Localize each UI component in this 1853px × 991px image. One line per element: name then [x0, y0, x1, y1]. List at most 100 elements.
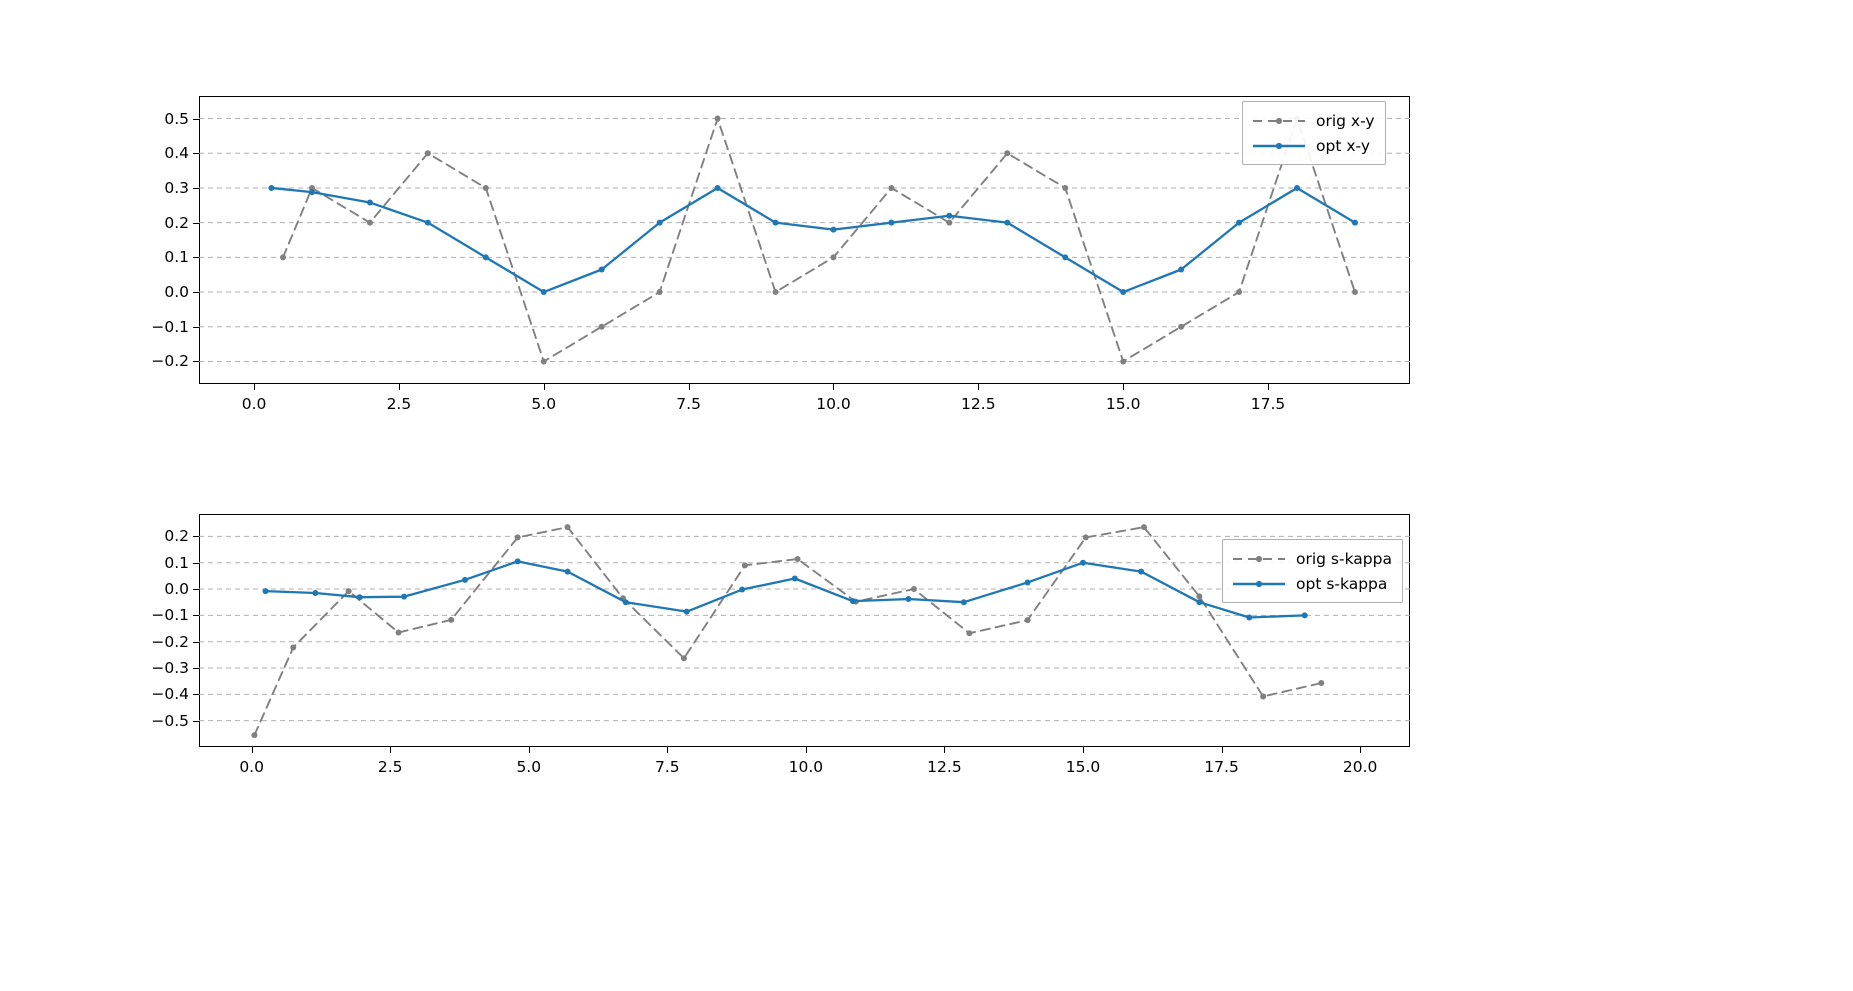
- data-point-marker: [1140, 524, 1147, 531]
- data-point-marker: [946, 212, 953, 219]
- data-point-marker: [1120, 289, 1127, 296]
- legend-swatch-dashed-icon: [1231, 550, 1287, 568]
- data-point-marker: [1351, 289, 1358, 296]
- x-tick-label: 7.5: [676, 395, 701, 413]
- data-point-marker: [849, 598, 856, 605]
- y-tick-mark: [193, 153, 199, 155]
- data-point-marker: [356, 594, 363, 601]
- y-tick-mark: [193, 668, 199, 670]
- data-point-marker: [482, 184, 489, 191]
- data-point-marker: [1196, 599, 1203, 606]
- data-point-marker: [1351, 219, 1358, 226]
- legend-swatch-solid-icon: [1231, 575, 1287, 593]
- data-point-marker: [772, 219, 779, 226]
- series-line: [264, 560, 1306, 619]
- data-point-marker: [905, 596, 912, 603]
- bottom-chart-panel: [199, 514, 1410, 747]
- top-chart-svg: [199, 115, 1410, 365]
- data-point-marker: [888, 219, 895, 226]
- data-point-marker: [598, 323, 605, 330]
- x-tick-mark: [1360, 747, 1362, 753]
- x-tick-label: 0.0: [241, 395, 267, 413]
- data-point-marker: [401, 593, 408, 600]
- x-tick-mark: [390, 747, 392, 753]
- y-tick-label: 0.2: [164, 527, 189, 546]
- y-tick-mark: [193, 292, 199, 294]
- data-point-marker: [424, 150, 431, 157]
- data-point-marker: [946, 219, 953, 226]
- x-tick-label: 5.0: [531, 395, 557, 413]
- data-point-marker: [1196, 593, 1203, 600]
- data-point-marker: [960, 599, 967, 606]
- data-point-marker: [1178, 266, 1185, 273]
- legend-item[interactable]: opt x-y: [1251, 133, 1375, 158]
- x-tick-label: 10.0: [816, 395, 851, 413]
- x-tick-label: 20.0: [1342, 758, 1378, 776]
- data-point-marker: [540, 289, 547, 296]
- data-point-marker: [1138, 568, 1145, 575]
- y-tick-label: 0.0: [164, 580, 189, 599]
- x-tick-label: 12.5: [961, 395, 996, 413]
- y-tick-mark: [193, 615, 199, 617]
- legend-item[interactable]: orig x-y: [1251, 108, 1375, 133]
- x-tick-mark: [528, 747, 530, 753]
- data-point-marker: [680, 655, 687, 662]
- data-point-marker: [1082, 534, 1089, 541]
- x-tick-label: 2.5: [386, 395, 412, 413]
- data-point-marker: [424, 219, 431, 226]
- data-point-marker: [1294, 184, 1301, 191]
- data-point-marker: [1260, 693, 1267, 700]
- top-plot-area: [199, 96, 1410, 384]
- y-tick-label: 0.3: [164, 178, 189, 197]
- data-point-marker: [564, 524, 571, 531]
- data-point-marker: [1080, 559, 1087, 566]
- legend-swatch-solid-icon: [1251, 137, 1307, 155]
- series-line: [253, 526, 1323, 737]
- data-point-marker: [514, 534, 521, 541]
- legend-item[interactable]: orig s-kappa: [1231, 546, 1392, 571]
- x-tick-label: 17.5: [1250, 395, 1286, 413]
- data-point-marker: [656, 289, 663, 296]
- y-tick-label: 0.1: [164, 248, 189, 267]
- y-tick-label: −0.2: [151, 632, 189, 651]
- data-point-marker: [1178, 323, 1185, 330]
- y-tick-mark: [193, 187, 199, 189]
- data-point-marker: [739, 586, 746, 593]
- y-tick-mark: [193, 589, 199, 591]
- data-point-marker: [714, 115, 721, 122]
- x-tick-label: 7.5: [654, 758, 680, 776]
- x-tick-mark: [1221, 747, 1223, 753]
- y-tick-label: −0.1: [151, 606, 189, 625]
- data-point-marker: [462, 576, 469, 583]
- y-tick-label: 0.1: [164, 553, 189, 572]
- data-point-marker: [564, 568, 571, 575]
- y-tick-label: 0.2: [164, 213, 189, 232]
- data-point-marker: [1301, 612, 1308, 619]
- y-tick-mark: [193, 720, 199, 722]
- x-tick-mark: [1123, 384, 1125, 390]
- x-tick-label: 15.0: [1065, 758, 1101, 776]
- data-point-marker: [482, 254, 489, 261]
- x-tick-label: 17.5: [1204, 758, 1239, 776]
- x-tick-label: 15.0: [1105, 395, 1141, 413]
- data-point-marker: [448, 616, 455, 623]
- data-point-marker: [268, 184, 275, 191]
- data-point-marker: [312, 589, 319, 596]
- legend-swatch-dashed-icon: [1251, 112, 1307, 130]
- y-tick-mark: [193, 257, 199, 259]
- y-tick-mark: [193, 222, 199, 224]
- series-line: [270, 186, 1357, 294]
- data-point-marker: [262, 588, 269, 595]
- data-point-marker: [1120, 358, 1127, 365]
- x-tick-label: 5.0: [516, 758, 542, 776]
- legend-label: orig x-y: [1316, 111, 1375, 130]
- x-tick-mark: [978, 384, 980, 390]
- legend-item[interactable]: opt s-kappa: [1231, 571, 1392, 596]
- x-tick-mark: [667, 747, 669, 753]
- top-legend: orig x-y opt x-y: [1242, 101, 1386, 165]
- data-point-marker: [714, 184, 721, 191]
- x-tick-mark: [543, 384, 545, 390]
- data-point-marker: [794, 556, 801, 563]
- data-point-marker: [540, 358, 547, 365]
